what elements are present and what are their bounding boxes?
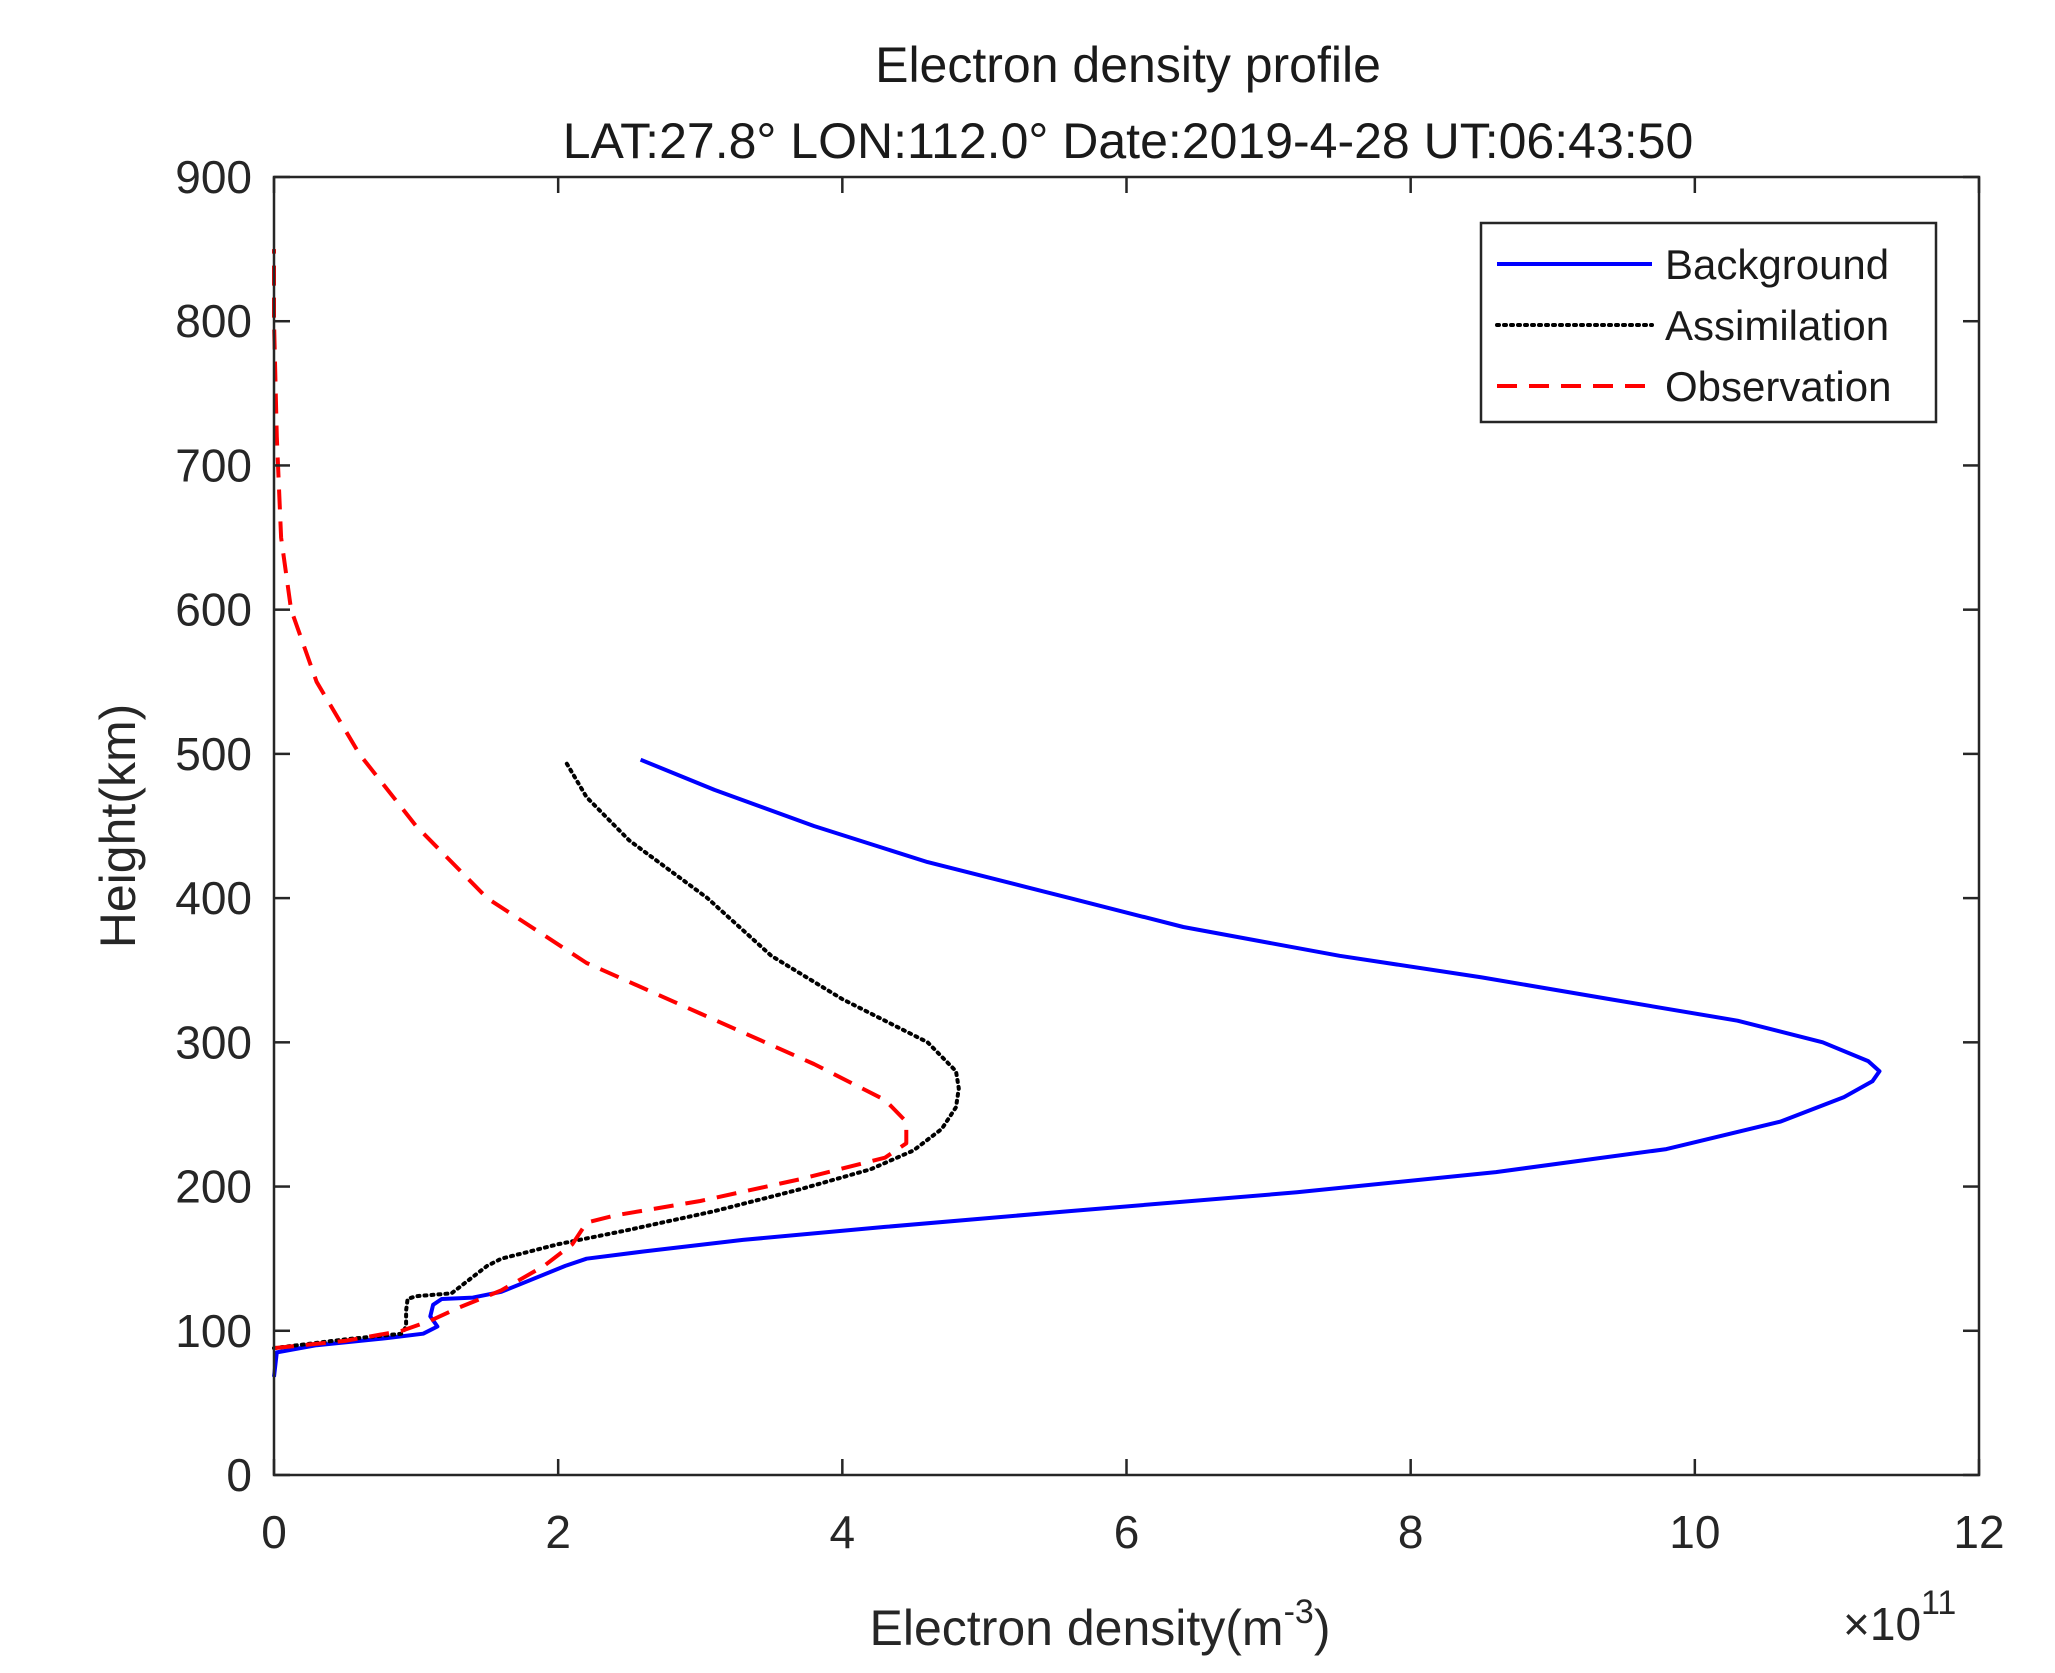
plot-lines bbox=[272, 249, 1882, 1378]
y-tick-label: 300 bbox=[175, 1016, 252, 1068]
x-axis-ticks: 0 2 4 6 8 10 12 bbox=[261, 177, 2005, 1558]
legend-label-background: Background bbox=[1665, 241, 1889, 288]
chart-subtitle: LAT:27.8° LON:112.0° Date:2019-4-28 UT:0… bbox=[563, 113, 1694, 169]
series-line-background bbox=[272, 757, 1882, 1378]
x-axis-label: Electron density(m-3) bbox=[870, 1593, 1331, 1656]
chart-title: Electron density profile bbox=[875, 37, 1381, 93]
y-axis-label: Height(km) bbox=[90, 704, 146, 948]
series-line-assimilation bbox=[272, 759, 961, 1351]
x-tick-label: 12 bbox=[1953, 1506, 2004, 1558]
y-tick-label: 100 bbox=[175, 1305, 252, 1357]
series-line-observation bbox=[272, 249, 909, 1351]
x-tick-label: 10 bbox=[1669, 1506, 1720, 1558]
y-tick-label: 400 bbox=[175, 872, 252, 924]
y-tick-label: 600 bbox=[175, 584, 252, 636]
x-tick-label: 4 bbox=[830, 1506, 856, 1558]
y-tick-label: 0 bbox=[226, 1449, 252, 1501]
x-axis-label-end: ) bbox=[1314, 1600, 1331, 1656]
legend-label-observation: Observation bbox=[1665, 363, 1891, 410]
y-tick-label: 200 bbox=[175, 1161, 252, 1213]
y-tick-label: 500 bbox=[175, 728, 252, 780]
x-axis-exponent-base: ×10 bbox=[1843, 1598, 1921, 1650]
x-tick-label: 8 bbox=[1398, 1506, 1424, 1558]
x-axis-exponent: ×1011 bbox=[1843, 1584, 1956, 1650]
legend: Background Assimilation Observation bbox=[1479, 221, 1938, 424]
x-tick-label: 2 bbox=[545, 1506, 571, 1558]
y-tick-label: 900 bbox=[175, 151, 252, 203]
x-axis-exponent-power: 11 bbox=[1921, 1584, 1956, 1622]
y-tick-label: 800 bbox=[175, 295, 252, 347]
y-axis-ticks: 0 100 200 300 400 500 600 700 800 900 bbox=[175, 151, 1979, 1501]
legend-label-assimilation: Assimilation bbox=[1665, 302, 1889, 349]
x-tick-label: 6 bbox=[1114, 1506, 1140, 1558]
x-axis-label-main: Electron density(m bbox=[870, 1600, 1284, 1656]
legend-box bbox=[1479, 221, 1938, 424]
x-tick-label: 0 bbox=[261, 1506, 287, 1558]
x-axis-label-superscript: -3 bbox=[1284, 1593, 1314, 1631]
y-tick-label: 700 bbox=[175, 439, 252, 491]
